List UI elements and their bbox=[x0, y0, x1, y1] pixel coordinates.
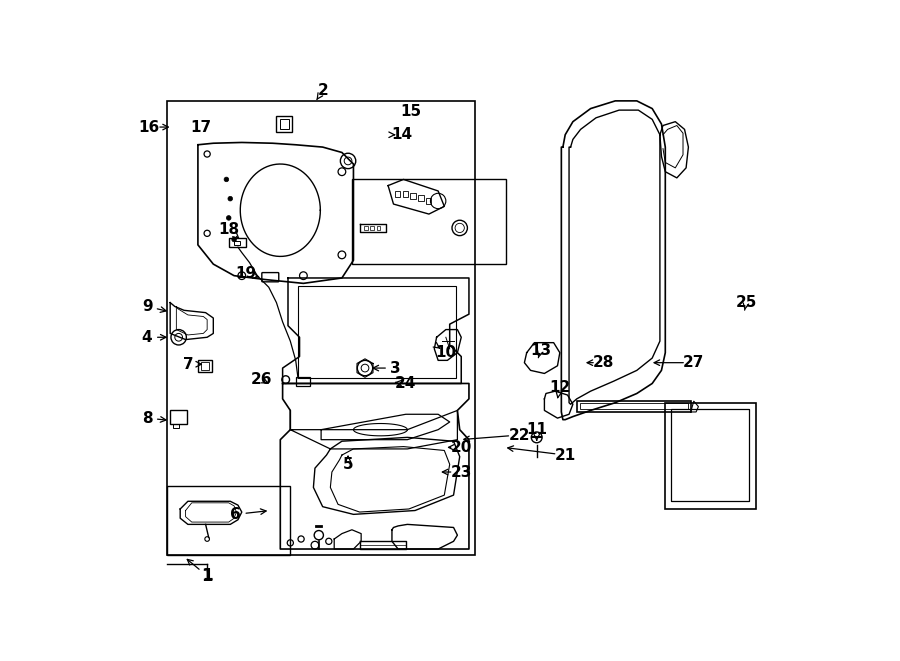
Bar bbox=[276, 116, 292, 132]
Text: 11: 11 bbox=[526, 422, 547, 437]
Bar bbox=[376, 225, 381, 230]
Text: 4: 4 bbox=[142, 330, 152, 345]
Circle shape bbox=[228, 196, 232, 201]
Bar bbox=[665, 403, 756, 509]
Bar bbox=[670, 409, 749, 501]
Bar bbox=[234, 241, 240, 245]
Bar bbox=[198, 360, 212, 372]
Bar bbox=[364, 225, 368, 230]
Bar bbox=[426, 198, 431, 204]
Bar bbox=[296, 377, 310, 386]
Text: 27: 27 bbox=[683, 355, 705, 370]
Bar bbox=[580, 403, 688, 409]
Bar bbox=[170, 410, 187, 424]
Text: 28: 28 bbox=[593, 355, 615, 370]
Text: 8: 8 bbox=[142, 410, 152, 426]
Bar bbox=[402, 191, 408, 197]
Bar bbox=[371, 225, 374, 230]
Text: 2: 2 bbox=[318, 83, 328, 98]
Text: 1: 1 bbox=[202, 568, 212, 584]
Text: 12: 12 bbox=[549, 380, 571, 395]
Text: 3: 3 bbox=[391, 360, 401, 375]
Bar bbox=[201, 362, 209, 369]
Text: 5: 5 bbox=[343, 457, 354, 472]
Circle shape bbox=[232, 237, 237, 242]
Text: 22: 22 bbox=[508, 428, 530, 443]
Bar bbox=[410, 192, 416, 199]
Text: 16: 16 bbox=[139, 120, 160, 135]
Text: 20: 20 bbox=[451, 440, 472, 455]
Bar bbox=[280, 120, 289, 129]
Bar bbox=[167, 486, 291, 555]
Bar bbox=[418, 195, 424, 201]
Bar bbox=[167, 101, 475, 555]
Bar bbox=[229, 238, 246, 247]
Bar bbox=[395, 191, 400, 197]
Text: 10: 10 bbox=[436, 345, 456, 360]
Text: 23: 23 bbox=[451, 465, 472, 479]
Text: 15: 15 bbox=[400, 104, 422, 119]
Bar bbox=[577, 401, 690, 412]
Text: 1: 1 bbox=[202, 567, 213, 585]
Text: 24: 24 bbox=[395, 376, 417, 391]
Text: 7: 7 bbox=[183, 357, 194, 371]
Text: 18: 18 bbox=[218, 222, 239, 237]
Text: 14: 14 bbox=[392, 128, 412, 142]
Bar bbox=[298, 286, 456, 378]
Text: 17: 17 bbox=[191, 120, 211, 135]
Text: 21: 21 bbox=[554, 447, 576, 463]
Text: 19: 19 bbox=[235, 266, 256, 281]
Bar bbox=[352, 179, 506, 264]
Bar bbox=[174, 424, 179, 428]
Text: 25: 25 bbox=[735, 295, 757, 310]
Text: 26: 26 bbox=[250, 372, 272, 387]
Circle shape bbox=[224, 177, 229, 182]
Text: 9: 9 bbox=[142, 299, 152, 314]
Text: 6: 6 bbox=[230, 507, 241, 522]
Text: 13: 13 bbox=[530, 343, 551, 358]
Circle shape bbox=[227, 215, 231, 220]
